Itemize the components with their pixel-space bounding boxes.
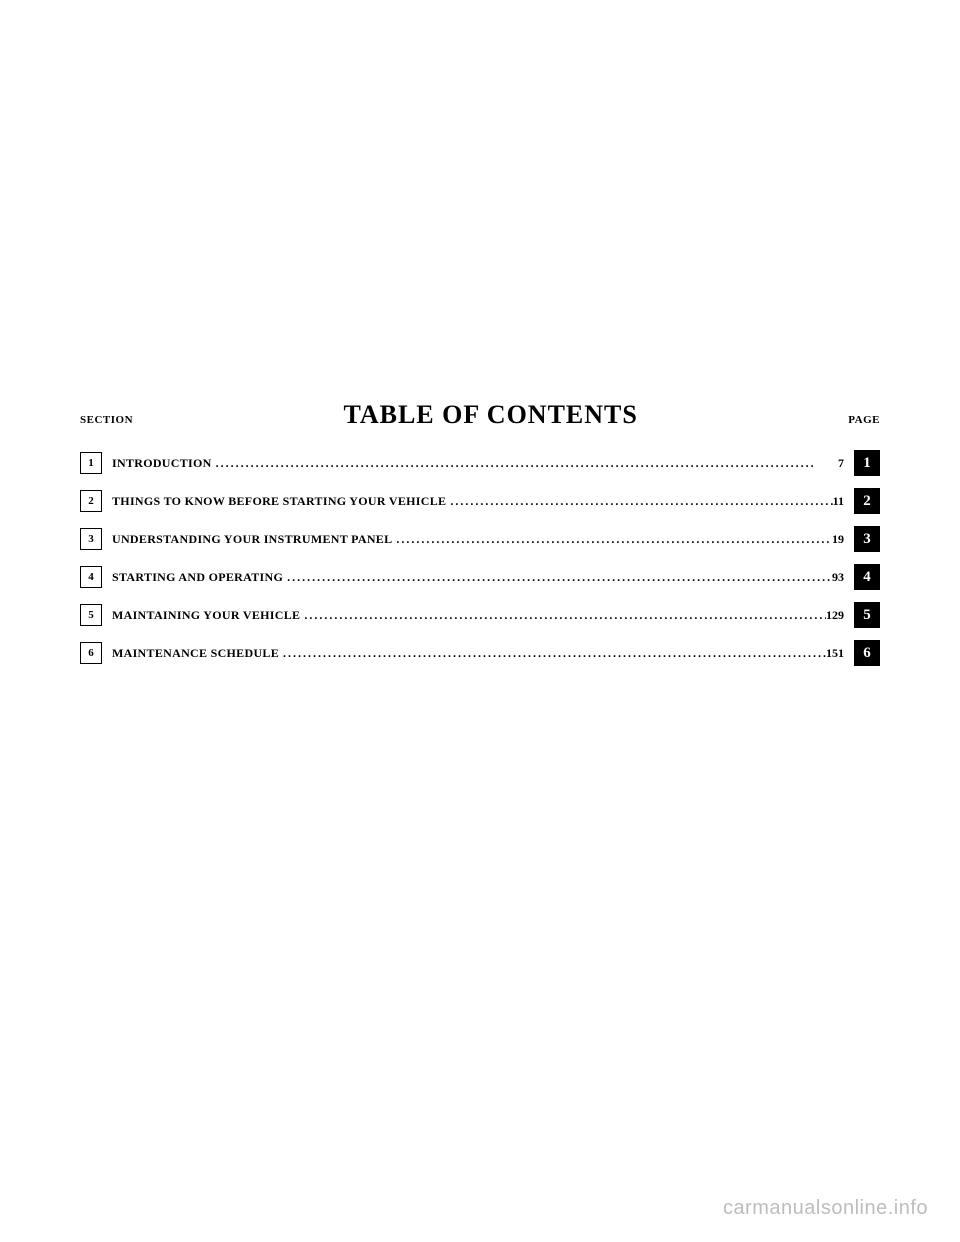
toc-leader-dots: ........................................… [392, 532, 832, 547]
page-container: SECTION TABLE OF CONTENTS PAGE 1 INTRODUC… [0, 0, 960, 1242]
section-tab: 5 [854, 602, 880, 628]
toc-leader-dots: ........................................… [283, 570, 832, 585]
toc-text-area: INTRODUCTION............................… [112, 456, 844, 471]
toc-row: 3 UNDERSTANDING YOUR INSTRUMENT PANEL....… [80, 526, 880, 552]
toc-page-number: 19 [832, 532, 844, 547]
toc-page-number: 129 [826, 608, 844, 623]
toc-entry-title: MAINTENANCE SCHEDULE [112, 646, 279, 661]
toc-text-area: MAINTENANCE SCHEDULE....................… [112, 646, 844, 661]
page-header-label: PAGE [848, 414, 880, 426]
toc-row: 1 INTRODUCTION...........................… [80, 450, 880, 476]
section-header-label: SECTION [80, 414, 133, 426]
toc-leader-dots: ........................................… [212, 456, 838, 471]
toc-page-number: 7 [838, 456, 844, 471]
toc-leader-dots: ........................................… [279, 646, 826, 661]
header-row: SECTION TABLE OF CONTENTS PAGE [80, 400, 880, 430]
toc-entry-title: MAINTAINING YOUR VEHICLE [112, 608, 300, 623]
section-number-box: 1 [80, 452, 102, 474]
toc-entry-title: INTRODUCTION [112, 456, 212, 471]
toc-text-area: MAINTAINING YOUR VEHICLE................… [112, 608, 844, 623]
section-number-box: 6 [80, 642, 102, 664]
toc-list: 1 INTRODUCTION...........................… [80, 450, 880, 666]
toc-entry-title: STARTING AND OPERATING [112, 570, 283, 585]
page-title: TABLE OF CONTENTS [133, 400, 848, 430]
toc-page-number: 93 [832, 570, 844, 585]
watermark: carmanualsonline.info [723, 1197, 928, 1220]
section-number-box: 4 [80, 566, 102, 588]
toc-row: 6 MAINTENANCE SCHEDULE...................… [80, 640, 880, 666]
toc-leader-dots: ........................................… [446, 494, 832, 509]
toc-row: 2 THINGS TO KNOW BEFORE STARTING YOUR VEH… [80, 488, 880, 514]
toc-page-number: 11 [833, 494, 844, 509]
toc-text-area: UNDERSTANDING YOUR INSTRUMENT PANEL.....… [112, 532, 844, 547]
section-number-box: 3 [80, 528, 102, 550]
section-tab: 3 [854, 526, 880, 552]
section-tab: 4 [854, 564, 880, 590]
toc-entry-title: UNDERSTANDING YOUR INSTRUMENT PANEL [112, 532, 392, 547]
toc-row: 4 STARTING AND OPERATING.................… [80, 564, 880, 590]
section-tab: 6 [854, 640, 880, 666]
toc-row: 5 MAINTAINING YOUR VEHICLE...............… [80, 602, 880, 628]
toc-entry-title: THINGS TO KNOW BEFORE STARTING YOUR VEHI… [112, 494, 446, 509]
section-number-box: 2 [80, 490, 102, 512]
section-tab: 2 [854, 488, 880, 514]
section-number-box: 5 [80, 604, 102, 626]
toc-text-area: THINGS TO KNOW BEFORE STARTING YOUR VEHI… [112, 494, 844, 509]
toc-text-area: STARTING AND OPERATING..................… [112, 570, 844, 585]
toc-leader-dots: ........................................… [300, 608, 826, 623]
toc-page-number: 151 [826, 646, 844, 661]
section-tab: 1 [854, 450, 880, 476]
